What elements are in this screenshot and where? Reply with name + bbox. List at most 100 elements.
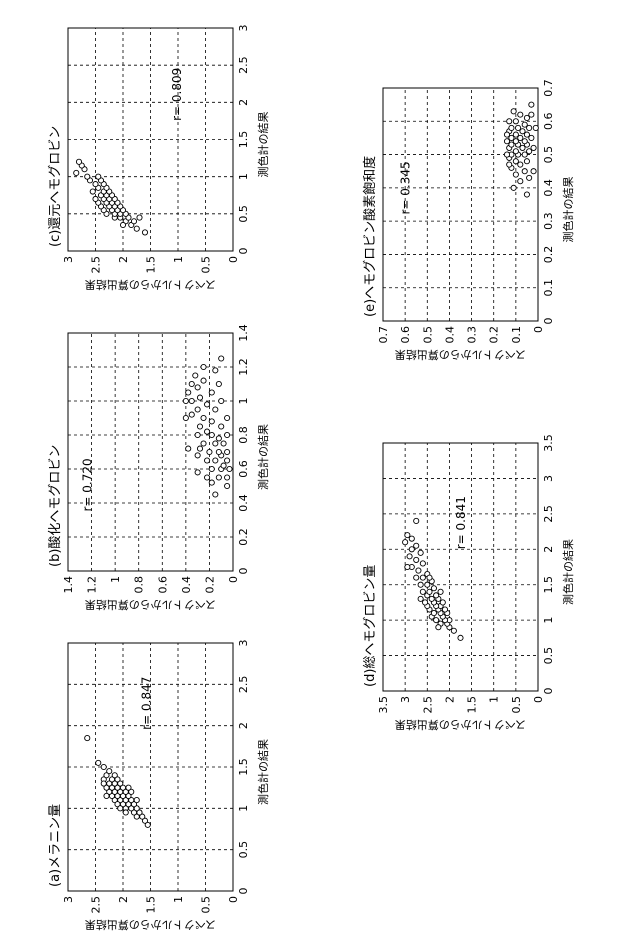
data-point [75,158,83,165]
x-axis-label: 測色計の結果 [257,424,270,490]
data-point [439,599,446,606]
data-point [103,784,110,791]
y-tick-label: 2 [117,896,130,903]
data-point [424,581,431,588]
data-point [528,134,535,141]
data-point [192,372,199,379]
data-point [117,805,124,812]
data-point [457,634,464,641]
data-point [206,448,213,456]
data-point [526,124,533,131]
data-point [528,111,535,118]
y-tick-label: 3 [399,696,412,703]
y-tick-label: 0.5 [200,896,213,914]
x-tick-label: 1 [542,617,555,624]
data-point [512,131,519,138]
data-point [103,792,110,799]
data-point [182,414,189,422]
data-point [111,772,118,779]
data-point [512,148,519,155]
x-tick-label: 1.5 [237,758,250,776]
data-point [419,560,426,567]
data-point [218,423,225,430]
x-tick-label: 2.5 [542,505,555,523]
data-point [212,367,219,374]
data-point [517,111,524,118]
data-point [100,763,107,771]
x-tick-label: 0.5 [237,205,250,223]
data-point [95,173,102,180]
data-point [426,588,433,595]
data-point [415,567,422,574]
chart-svg: 0 0.5 1 1.5 2 2.5 3 0 0.5 1 1.5 2 2.5 3 r= 0.847 [62,640,250,914]
data-point [404,563,411,571]
data-point [430,585,437,592]
data-point [111,797,118,804]
x-tick-label: 0.5 [542,146,555,164]
y-tick-label: 0 [227,896,240,903]
data-point [89,188,96,195]
data-point [194,431,201,439]
data-point [510,108,517,115]
chart-panel-b: (b)酸化ヘモグロビン 0 0.2 0.4 0.6 0.8 1 1.2 1.4 0 0.2 0.4 0.… [40,324,275,615]
data-point [521,168,528,175]
data-point [417,581,424,588]
data-point [530,144,537,151]
correlation-label: r= 0.345 [399,161,413,214]
data-point [128,788,135,795]
data-point [433,617,440,624]
data-point [532,124,539,131]
data-point [503,151,511,158]
data-point [417,549,424,556]
x-axis-label: 測色計の結果 [257,111,270,178]
x-tick-label: 1 [237,805,250,812]
x-tick-label: 0.1 [542,279,555,297]
data-point [220,440,227,447]
x-tick-label: 2.5 [237,676,250,694]
correlation-label: r= 0.720 [81,458,95,511]
data-point [130,809,138,816]
chart-panel-a: (a)メラニン量 0 0.5 1 1.5 2 2.5 3 0 0.5 1 1.5 2 2.5 3 r= 0.8… [40,635,275,935]
data-point [404,532,411,539]
data-point [100,780,107,787]
data-point [204,457,211,464]
y-tick-label: 0.6 [399,326,412,344]
data-point [224,457,231,464]
y-tick-label: 1 [172,256,185,263]
y-tick-label: 1 [109,576,122,583]
data-point [413,542,420,549]
data-point [508,124,515,131]
data-point [200,377,207,384]
y-tick-label: 0 [532,326,545,333]
data-point [208,431,215,439]
plot-frame [382,87,539,322]
data-point [212,457,219,464]
data-point [224,448,231,456]
x-tick-label: 0.3 [542,212,555,230]
y-tick-label: 1 [172,896,185,903]
x-tick-label: 1.5 [237,131,250,149]
data-point [215,474,222,481]
data-point [506,118,513,125]
x-axis-label: 測色計の結果 [562,539,575,605]
data-point [133,797,140,804]
data-point [226,465,233,473]
y-tick-label: 1.2 [86,576,99,594]
x-tick-label: 0 [237,568,250,575]
y-tick-label: 2.5 [90,896,103,914]
data-point [92,195,99,203]
data-point [510,184,517,191]
y-tick-label: 2.5 [421,696,434,714]
y-tick-label: 2 [443,696,456,703]
chart-panel-c: (c)還元ヘモグロビン 0 0.5 1 1.5 2 2.5 3 0 0.5 1 1.5 2 2.5 3 r= … [40,20,275,295]
data-point [450,627,457,634]
data-point [503,138,511,145]
x-tick-label: 1.5 [542,576,555,594]
data-point [519,128,526,135]
x-tick-label: 1 [237,398,250,405]
data-point [194,384,201,391]
data-point [406,553,413,560]
x-axis-label: 測色計の結果 [257,739,270,805]
x-tick-label: 0 [237,888,250,895]
data-point [182,397,189,405]
